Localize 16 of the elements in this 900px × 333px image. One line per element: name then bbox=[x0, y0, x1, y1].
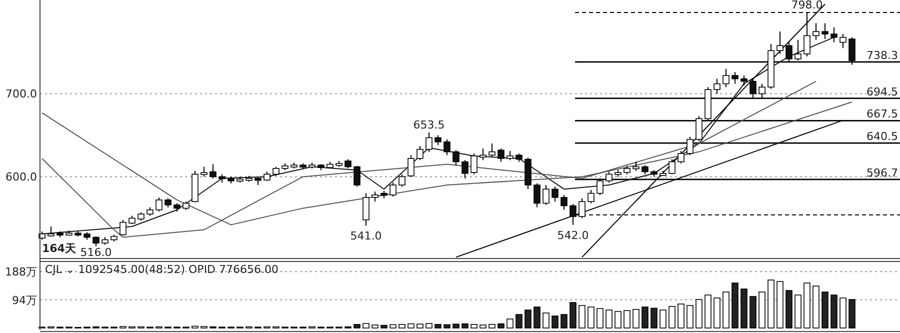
y-tick-label: 188万 bbox=[5, 266, 37, 279]
annotation: CJL ⌄ 1092545.00(48:52) OPID 776656.00 bbox=[45, 263, 279, 276]
y-tick-label: 600.0 bbox=[6, 170, 37, 184]
ref-line-label: 667.5 bbox=[866, 108, 898, 121]
ref-line-label: 694.5 bbox=[866, 85, 898, 98]
annotation: 541.0 bbox=[350, 230, 382, 243]
annotation: 653.5 bbox=[413, 118, 445, 132]
y-tick-label: 94万 bbox=[12, 294, 37, 307]
ref-line-label: 596.7 bbox=[866, 166, 898, 180]
annotation: 164天 bbox=[42, 242, 77, 255]
annotation: 542.0 bbox=[557, 228, 589, 242]
ref-line-label: 738.3 bbox=[866, 48, 898, 62]
annotation: 798.0 bbox=[791, 0, 823, 12]
y-tick-label: 700.0 bbox=[6, 88, 37, 101]
annotation: 516.0 bbox=[80, 246, 112, 259]
ref-line-label: 640.5 bbox=[866, 130, 898, 144]
